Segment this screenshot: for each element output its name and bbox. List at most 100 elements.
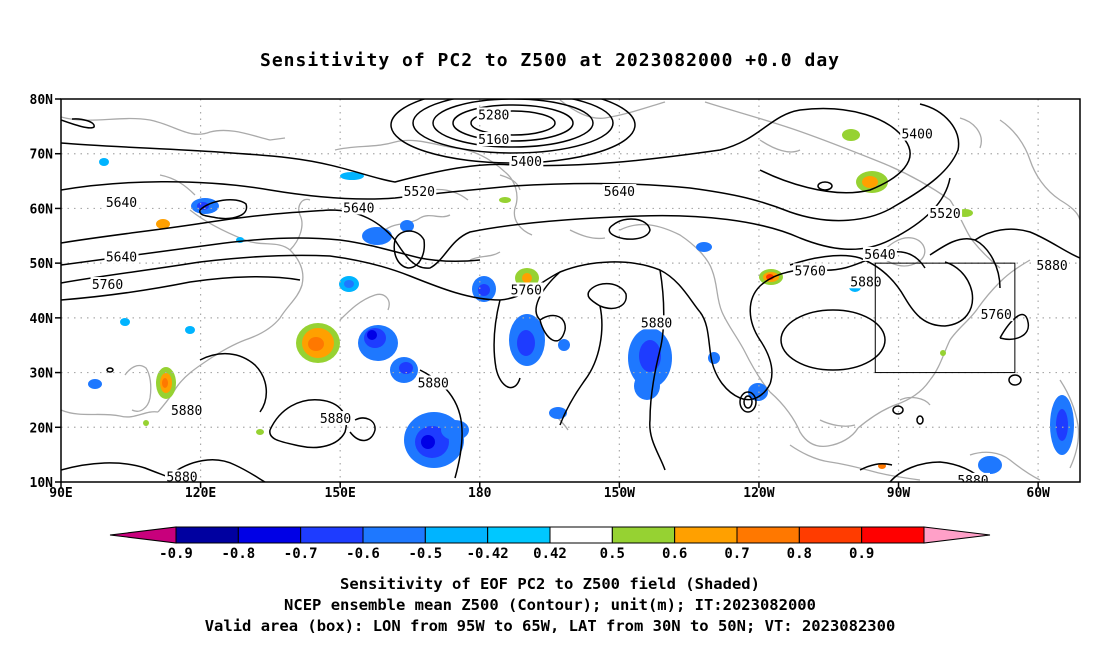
colorbar-label: -0.6 [346, 546, 380, 562]
plot-frame [60, 98, 1081, 483]
lon-tick-label: 150W [604, 486, 635, 501]
colorbar-label: 0.42 [533, 546, 567, 562]
contour-label-bg [900, 126, 935, 141]
contour-label-bg [955, 472, 990, 482]
lon-tick-label: 120E [185, 486, 216, 501]
contour-label-bg [476, 107, 511, 122]
colorbar-box [798, 526, 863, 544]
contour-label-bg [862, 246, 897, 261]
colorbar-label: -0.42 [467, 546, 509, 562]
colorbar-label: -0.5 [408, 546, 442, 562]
contour-label-bg [169, 402, 204, 417]
caption-line-shading: Sensitivity of EOF PC2 to Z500 field (Sh… [340, 575, 760, 593]
contour-label-bg [639, 315, 674, 330]
colorbar-label: -0.7 [284, 546, 318, 562]
contour-label: 5640 [343, 201, 374, 216]
contour-label-bg [416, 375, 451, 390]
negative-shading [88, 158, 1074, 474]
contour-label-bg [402, 184, 437, 199]
colorbar-box [861, 526, 925, 544]
colorbar-label: 0.7 [724, 546, 749, 562]
contour-label: 5880 [166, 471, 197, 486]
lon-tick-label: 120W [743, 486, 774, 501]
colorbar-label: 0.5 [600, 546, 625, 562]
lat-tick-label: 60N [30, 202, 54, 217]
lon-tick-label: 90E [49, 486, 72, 501]
contour-label: 5760 [511, 284, 542, 299]
lat-tick-label: 80N [30, 93, 54, 108]
contour-label-bg [928, 205, 963, 220]
map-title: Sensitivity of PC2 to Z500 at 2023082000… [259, 50, 840, 71]
contour-label: 5880 [171, 404, 202, 419]
colorbar-label: 0.9 [849, 546, 874, 562]
contour-label: 5520 [929, 207, 960, 222]
contour-label-bg [979, 307, 1014, 322]
lat-tick-label: 20N [30, 421, 54, 436]
longitude-labels: 90E 120E 150E 180 150W 120W 90W 60W [49, 482, 1050, 501]
contour-label: 5880 [418, 377, 449, 392]
colorbar-box [424, 526, 489, 544]
colorbar-box [175, 526, 239, 544]
lat-tick-label: 70N [30, 148, 54, 163]
colorbar-box [611, 526, 676, 544]
contour-label: 5880 [850, 275, 881, 290]
contour-label: 5280 [478, 108, 509, 123]
contour-label-bg [104, 194, 139, 209]
contour-label-bg [476, 132, 511, 147]
contour-label-bg [793, 263, 828, 278]
positive-shading [143, 129, 973, 469]
contour-label: 5760 [92, 278, 123, 293]
lon-tick-label: 180 [468, 486, 492, 501]
contour-label: 5520 [404, 185, 435, 200]
caption-line-contour: NCEP ensemble mean Z500 (Contour); unit(… [284, 596, 816, 614]
contour-label: 5640 [864, 248, 895, 263]
lat-tick-label: 50N [30, 257, 54, 272]
lon-tick-label: 60W [1026, 486, 1050, 501]
contour-label: 5400 [901, 128, 932, 143]
contour-label: 5640 [106, 196, 137, 211]
contour-label: 5640 [604, 185, 635, 200]
z500-contours [61, 99, 1080, 482]
colorbar-box [549, 526, 613, 544]
contour-label-bg [341, 200, 376, 215]
colorbar-box [487, 526, 551, 544]
colorbar-label: 0.8 [787, 546, 812, 562]
colorbar-box [674, 526, 738, 544]
lon-tick-label: 150E [325, 486, 356, 501]
figure-caption: Sensitivity of EOF PC2 to Z500 field (Sh… [0, 574, 1100, 637]
coastlines [61, 99, 1080, 481]
contour-label-bg [104, 249, 139, 264]
caption-line-valid-area: Valid area (box): LON from 95W to 65W, L… [204, 617, 896, 635]
lat-tick-label: 10N [30, 476, 54, 491]
valid-area-box [874, 262, 1016, 374]
contour-label-bg [90, 277, 125, 292]
lat-tick-label: 30N [30, 367, 54, 382]
contour-label: 5880 [641, 316, 672, 331]
contour-label-bg [1035, 257, 1070, 272]
contour-label-bg [509, 153, 544, 168]
lon-tick-label: 90W [887, 486, 911, 501]
contour-label: 5880 [1036, 259, 1067, 274]
colorbar-low-extend [109, 526, 177, 544]
sensitivity-shading [88, 129, 1074, 474]
colorbar-box [736, 526, 800, 544]
contour-label-bg [602, 184, 637, 199]
lat-tick-label: 40N [30, 312, 54, 327]
colorbar-high-extend [923, 526, 991, 544]
colorbar-label: -0.8 [221, 546, 255, 562]
contour-label: 5760 [981, 308, 1012, 323]
contour-label: 5880 [320, 412, 351, 427]
contour-label: 5400 [511, 155, 542, 170]
contour-label: 5760 [794, 264, 825, 279]
gridlines [61, 99, 1080, 482]
contour-label-bg [848, 274, 883, 289]
colorbar-label: 0.6 [662, 546, 687, 562]
contour-label-bg [318, 411, 353, 426]
latitude-labels: 80N 70N 60N 50N 40N 30N 20N 10N [30, 93, 61, 491]
colorbar-box [300, 526, 364, 544]
contour-label-bg [509, 282, 544, 297]
colorbar-label: -0.9 [159, 546, 193, 562]
contour-label-bg [164, 469, 199, 482]
contour-label: 5160 [478, 133, 509, 148]
